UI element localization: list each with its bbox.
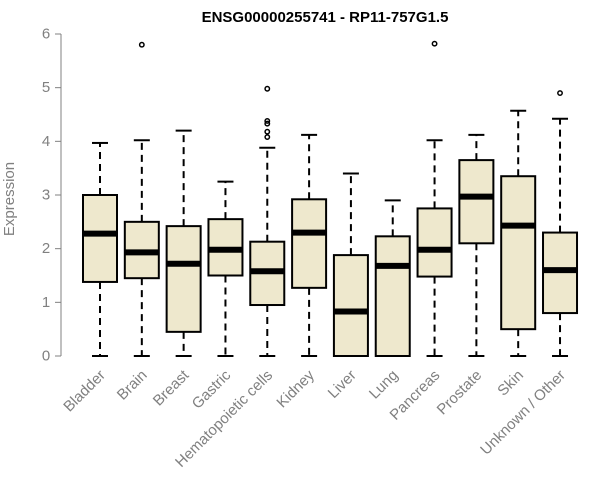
x-tick-label: Bladder	[60, 367, 109, 416]
x-tick-label: Breast	[150, 366, 193, 409]
y-axis-label: Expression	[1, 162, 18, 236]
x-tick-label: Skin	[494, 367, 527, 400]
box-iqr	[291, 198, 328, 289]
y-tick-label: 6	[42, 26, 50, 43]
x-tick-label: Prostate	[434, 367, 486, 419]
box-kidney	[291, 133, 328, 357]
box-lung	[374, 199, 411, 357]
y-tick-label: 5	[42, 79, 50, 96]
box-iqr	[500, 175, 537, 331]
x-tick-label: Brain	[114, 367, 151, 404]
box-liver	[332, 172, 369, 358]
outlier-point	[264, 128, 271, 135]
y-tick-label: 4	[42, 133, 50, 150]
box-unknown-other	[542, 90, 579, 357]
x-tick-label: Kidney	[273, 366, 318, 411]
outlier-point	[557, 90, 563, 96]
y-axis: 0 1 2 3 4 5 6	[42, 26, 62, 365]
outlier-point	[138, 41, 145, 48]
box-iqr	[416, 207, 453, 278]
box-bladder	[82, 141, 118, 357]
box-iqr	[332, 254, 369, 358]
boxes-group	[82, 40, 579, 358]
box-iqr	[458, 159, 495, 245]
box-iqr	[82, 194, 118, 283]
y-tick-label: 0	[42, 348, 50, 365]
box-pancreas	[416, 40, 453, 357]
outlier-point	[264, 117, 271, 124]
box-brain	[123, 41, 160, 357]
y-tick-label: 3	[42, 187, 50, 204]
x-tick-label: Lung	[366, 367, 402, 403]
chart-title: ENSG00000255741 - RP11-757G1.5	[202, 9, 449, 26]
box-hematopoietic-cells	[249, 85, 286, 357]
box-breast	[165, 129, 202, 357]
box-iqr	[374, 235, 411, 357]
outlier-point	[431, 40, 438, 47]
outlier-point	[264, 134, 271, 140]
box-gastric	[207, 180, 244, 357]
y-tick-label: 2	[42, 240, 50, 257]
y-tick-label: 1	[42, 294, 50, 311]
x-tick-label: Liver	[325, 367, 360, 402]
outlier-point	[264, 85, 271, 92]
outlier-point	[264, 120, 271, 127]
box-iqr	[165, 225, 202, 333]
box-skin	[500, 109, 537, 357]
box-prostate	[458, 133, 495, 357]
